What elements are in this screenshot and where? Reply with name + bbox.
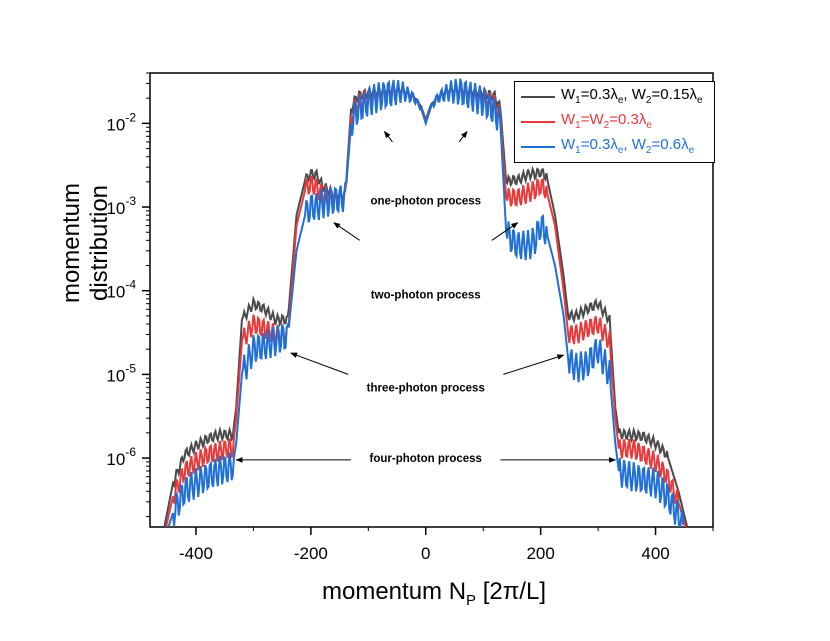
annotation-label: four-photon process [370, 453, 482, 465]
legend-label: W1=0.3λe, W2=0.15λe [561, 86, 703, 106]
annotations: one-photon process two-photon process thre… [235, 130, 617, 465]
x-tick-label: -400 [179, 544, 213, 563]
y-tick-label: 10-5 [106, 361, 136, 385]
annotation-label: one-photon process [370, 195, 481, 207]
x-tick-label: -200 [294, 544, 328, 563]
x-tick-label: 0 [421, 544, 430, 563]
x-axis: -400 -200 0 200 400 [179, 527, 714, 563]
x-axis-label: momentum NP [2π/L] [322, 578, 546, 609]
legend-item-1: W1=0.3λe, W2=0.15λe [521, 86, 713, 108]
y-tick-label: 10-4 [106, 278, 136, 302]
legend: W1=0.3λe, W2=0.15λe W1=W2=0.3λe W1=0.3λe, … [514, 81, 715, 163]
y-tick-label: 10-2 [106, 110, 136, 134]
annotation-arrow [503, 354, 565, 375]
annotation-arrow [290, 352, 349, 375]
y-tick-label: 10-6 [106, 445, 136, 469]
legend-swatch [521, 121, 555, 123]
annotation-label: two-photon process [371, 290, 481, 302]
y-tick-label: 10-3 [106, 194, 136, 218]
y-axis: 10-6 10-5 10-4 10-3 10-2 [106, 72, 150, 518]
legend-item-3: W1=0.3λe, W2=0.6λe [521, 136, 713, 158]
annotation-arrow [333, 222, 360, 241]
x-tick-label: 200 [526, 544, 554, 563]
legend-item-2: W1=W2=0.3λe [521, 111, 713, 133]
annotation-label: three-photon process [367, 382, 485, 394]
legend-label: W1=0.3λe, W2=0.6λe [561, 136, 695, 156]
x-tick-label: 400 [641, 544, 669, 563]
legend-swatch [521, 146, 555, 148]
annotation-arrow [458, 130, 468, 143]
legend-swatch [521, 96, 555, 98]
legend-label: W1=W2=0.3λe [561, 111, 652, 131]
series-layer [163, 78, 689, 527]
plot-frame [149, 72, 714, 528]
annotation-arrow [491, 222, 519, 241]
series-line-3 [167, 78, 685, 527]
annotation-arrow [383, 130, 393, 143]
